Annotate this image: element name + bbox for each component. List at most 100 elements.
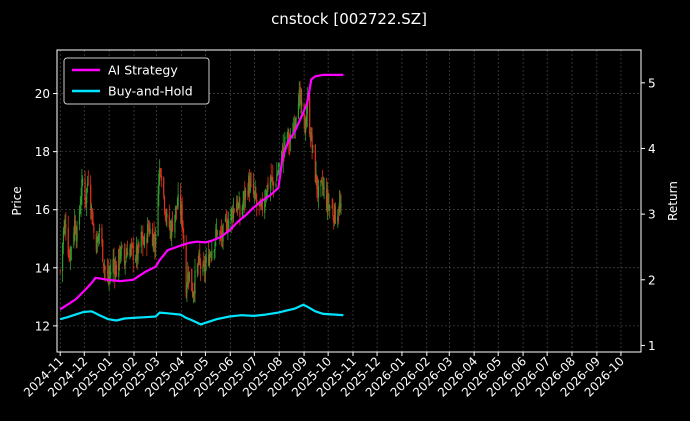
- candle-body: [239, 204, 241, 218]
- candle-body: [337, 214, 340, 215]
- candle-body: [98, 233, 100, 237]
- candle-body: [158, 174, 160, 195]
- candle-body: [202, 264, 204, 272]
- candle-body: [208, 253, 211, 266]
- candle-body: [135, 259, 137, 261]
- candle-body: [76, 226, 78, 242]
- candle-body: [90, 184, 92, 211]
- candle-body: [305, 127, 307, 132]
- candle-body: [104, 266, 106, 271]
- candle-body: [87, 181, 89, 183]
- candle-body: [157, 193, 159, 236]
- candle-body: [141, 232, 143, 238]
- candle-body: [131, 243, 134, 246]
- candle-body: [312, 145, 314, 147]
- candle-body: [129, 248, 131, 257]
- candle-body: [256, 199, 258, 205]
- candle-body: [147, 226, 150, 228]
- candle-body: [277, 169, 280, 173]
- candle-body: [62, 243, 64, 271]
- candle-body: [75, 234, 77, 241]
- candle-body: [191, 290, 194, 297]
- candle-body: [305, 115, 308, 126]
- y2-tick-label: 3: [648, 208, 656, 222]
- candle-body: [227, 229, 229, 231]
- candle-body: [180, 205, 182, 216]
- candle-body: [317, 185, 320, 198]
- candle-body: [78, 210, 81, 225]
- candle-body: [219, 232, 221, 235]
- candle-body: [222, 224, 224, 242]
- candle-body: [295, 117, 297, 123]
- candle-body: [155, 234, 157, 246]
- candle-body: [146, 237, 148, 244]
- candle-body: [194, 270, 196, 294]
- candle-body: [70, 247, 72, 260]
- candle-body: [248, 177, 251, 193]
- candle-body: [130, 245, 132, 249]
- y-tick-label: 16: [35, 203, 50, 217]
- candle-body: [329, 206, 331, 208]
- candle-body: [323, 187, 325, 190]
- y2-tick-label: 2: [648, 273, 656, 287]
- candle-body: [310, 132, 312, 141]
- candle-body: [199, 262, 202, 269]
- candle-body: [275, 183, 277, 187]
- candle-body: [232, 210, 234, 219]
- candle-body: [143, 236, 146, 246]
- candle-body: [114, 264, 116, 276]
- candle-body: [220, 230, 222, 233]
- candle-body: [103, 266, 105, 267]
- candle-body: [277, 173, 279, 175]
- candle-body: [248, 176, 250, 196]
- candle-body: [175, 205, 178, 210]
- candle-body: [65, 224, 67, 228]
- candle-body: [232, 207, 235, 219]
- candle-body: [211, 250, 213, 259]
- candle-body: [340, 203, 342, 208]
- candle-body: [68, 254, 70, 258]
- candle-body: [204, 263, 206, 272]
- y2-tick-label: 4: [648, 142, 656, 156]
- candle-body: [260, 203, 262, 207]
- candle-body: [220, 231, 223, 238]
- y2-axis-label: Return: [666, 181, 680, 221]
- candle-body: [337, 216, 339, 222]
- candle-body: [331, 205, 333, 209]
- candle-body: [154, 243, 156, 247]
- candle-body: [177, 194, 179, 206]
- candle-body: [236, 200, 239, 211]
- candle-body: [216, 230, 218, 231]
- candle-body: [67, 228, 69, 256]
- candle-body: [164, 211, 166, 217]
- candle-body: [199, 253, 201, 261]
- candle-body: [333, 204, 336, 224]
- candle-body: [124, 261, 126, 266]
- candle-body: [137, 243, 139, 261]
- candle-body: [187, 275, 190, 279]
- candle-body: [191, 268, 193, 292]
- candle-body: [254, 190, 256, 194]
- candle-body: [165, 214, 167, 219]
- candle-body: [293, 125, 295, 134]
- y-tick-label: 20: [35, 87, 50, 101]
- candle-body: [309, 97, 311, 135]
- candle-body: [186, 285, 188, 293]
- candle-body: [278, 163, 280, 167]
- candle-body: [226, 221, 228, 232]
- candle-body: [181, 204, 183, 223]
- candle-body: [152, 234, 154, 249]
- candle-body: [120, 245, 122, 257]
- candle-body: [328, 204, 330, 208]
- candle-body: [176, 207, 178, 209]
- candle-body: [208, 254, 210, 266]
- candle-body: [244, 189, 247, 198]
- series-line-ai-strategy: [59, 73, 344, 311]
- candle-body: [204, 264, 207, 273]
- y-tick-label: 18: [35, 145, 50, 159]
- candle-body: [321, 181, 324, 187]
- candle-body: [95, 233, 97, 251]
- y2-tick-label: 5: [648, 76, 656, 90]
- candle-body: [264, 200, 266, 213]
